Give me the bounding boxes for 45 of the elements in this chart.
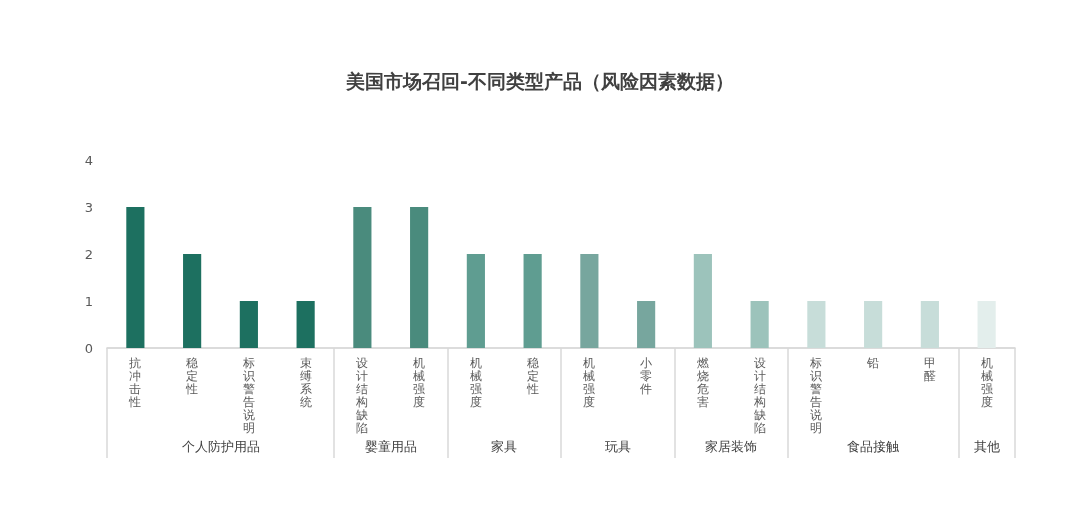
text: 食品接触 — [847, 438, 900, 454]
bar — [977, 301, 996, 348]
bar — [239, 301, 258, 348]
x-tick-label: 机械强度 — [469, 355, 482, 409]
y-tick-label: 4 — [84, 152, 93, 168]
bar — [523, 254, 542, 348]
bar — [637, 301, 656, 348]
bar — [353, 207, 372, 348]
y-tick-label: 3 — [84, 199, 93, 215]
text: 个人防护用品 — [181, 438, 260, 454]
text: 家具 — [491, 438, 518, 454]
bar — [750, 301, 769, 348]
text: 家居装饰 — [705, 438, 758, 454]
x-tick-label: 小零件 — [640, 355, 653, 396]
bar — [126, 207, 145, 348]
text: 玩具 — [604, 438, 631, 454]
bar — [296, 301, 315, 348]
x-tick-label: 设计结构缺陷 — [752, 355, 766, 435]
x-tick-label: 束缚系统 — [299, 355, 312, 409]
x-tick-label: 标识警告说明 — [809, 355, 823, 435]
bar — [807, 301, 826, 348]
x-tick-label: 标识警告说明 — [241, 355, 255, 435]
x-tick-label: 机械强度 — [413, 355, 426, 409]
bar — [183, 254, 202, 348]
bar — [693, 254, 712, 348]
x-tick-label: 设计结构缺陷 — [355, 355, 369, 435]
bar — [580, 254, 599, 348]
x-tick-label: 甲醛 — [923, 355, 936, 383]
bar — [864, 301, 883, 348]
text: 其他 — [973, 438, 1000, 454]
y-tick-label: 1 — [84, 293, 93, 309]
x-tick-label: 铅 — [866, 355, 880, 370]
x-tick-label: 稳定性 — [525, 355, 539, 396]
x-tick-label: 燃烧危害 — [696, 355, 709, 409]
x-tick-label: 机械强度 — [980, 355, 993, 409]
bar — [466, 254, 485, 348]
y-tick-label: 2 — [84, 246, 93, 262]
bar — [410, 207, 429, 348]
x-tick-label: 稳定性 — [185, 355, 199, 396]
text: 婴童用品 — [364, 438, 417, 454]
y-tick-label: 0 — [84, 340, 93, 356]
chart-title: 美国市场召回-不同类型产品（风险因素数据） — [345, 69, 734, 92]
x-tick-label: 机械强度 — [583, 355, 596, 409]
x-tick-label: 抗冲击性 — [128, 355, 142, 409]
bar — [920, 301, 939, 348]
